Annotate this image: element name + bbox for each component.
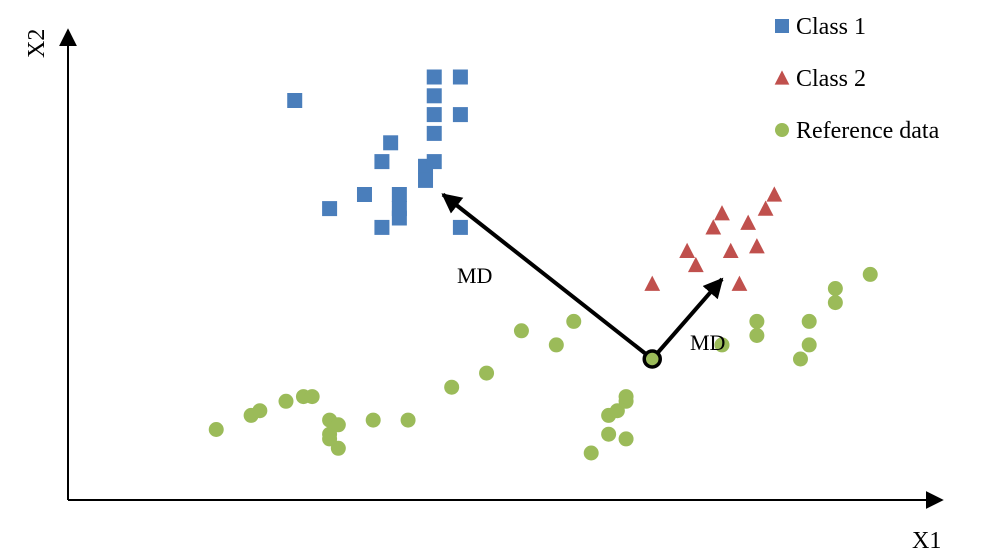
series-2-point-9: [749, 238, 765, 254]
series-3-point-1: [208, 422, 224, 437]
md-annotations: MD MD: [441, 192, 725, 369]
series-3-point-4: [278, 393, 294, 409]
series-1-point-7: [391, 187, 407, 202]
series-3-point-10: [330, 440, 346, 456]
legend-label-3: Reference data: [796, 118, 940, 144]
series-3-point-31: [801, 313, 817, 329]
md-arrow-1: [441, 192, 654, 361]
series-3-point-24: [618, 389, 634, 405]
series-3-point-25: [618, 431, 634, 447]
legend-marker-2: [774, 70, 790, 85]
x-axis-label: X1: [912, 528, 941, 550]
data-points: [208, 69, 878, 461]
series-3-point-17: [548, 337, 564, 353]
series-3-point-3: [252, 403, 268, 419]
series-1-point-4: [374, 219, 390, 235]
legend-marker-3: [775, 123, 789, 137]
series-2-point-11: [766, 186, 783, 202]
series-1-point-6: [383, 135, 399, 151]
legend-marker-1: [775, 19, 789, 33]
series-3-point-18: [566, 313, 582, 329]
series-2-point-8: [740, 214, 757, 230]
y-axis-label: X2: [24, 29, 50, 58]
series-1-point-15: [426, 107, 442, 123]
series-1-point-9: [391, 210, 407, 226]
md-label-2: MD: [690, 330, 725, 355]
series-3-point-20: [601, 426, 617, 442]
series-3-point-27: [749, 313, 765, 329]
series-2-point-10: [757, 200, 774, 216]
series-2-point-6: [722, 242, 739, 259]
series-1-point-12: [426, 154, 442, 170]
legend: Class 1 Class 2 Reference data: [774, 14, 940, 144]
series-1-point-14: [426, 88, 442, 104]
series-3-point-15: [479, 365, 495, 381]
series-3-point-34: [862, 266, 878, 282]
series-3-point-33: [827, 295, 843, 311]
series-3-point-22: [609, 403, 625, 419]
series-2-point-1: [644, 275, 661, 291]
series-1-point-5: [374, 154, 390, 170]
series-1-point-16: [426, 125, 442, 141]
series-3-point-9: [330, 417, 346, 433]
series-3-point-6: [304, 389, 320, 405]
series-1-point-11: [418, 172, 434, 188]
series-3-point-19: [583, 445, 599, 461]
series-1-point-13: [426, 69, 442, 85]
series-3-point-30: [801, 337, 817, 353]
reference-point: [642, 349, 662, 369]
series-1-point-18: [452, 107, 468, 123]
series-2-point-4: [705, 219, 722, 235]
md-arrow-2: [650, 277, 724, 361]
series-3-point-13: [400, 412, 416, 428]
series-1-point-2: [322, 201, 338, 217]
series-2-point-2: [679, 242, 695, 259]
series-3-point-26: [714, 337, 730, 353]
md-label-1: MD: [457, 263, 492, 288]
legend-label-1: Class 1: [796, 14, 866, 40]
series-1-point-1: [287, 93, 303, 108]
series-1-point-19: [452, 69, 468, 85]
series-3-point-29: [792, 351, 808, 367]
series-2-point-7: [731, 275, 748, 291]
series-2-point-3: [687, 256, 704, 273]
series-1-point-3: [356, 187, 372, 202]
series-3-point-16: [513, 323, 529, 339]
series-2-point-5: [714, 205, 730, 221]
series-3-point-11: [322, 431, 338, 447]
series-3-point-32: [827, 281, 843, 296]
series-3-point-28: [749, 328, 765, 343]
legend-label-2: Class 2: [796, 66, 866, 92]
series-3-point-14: [444, 379, 460, 395]
series-3-point-12: [365, 412, 381, 428]
series-1-point-17: [452, 219, 468, 235]
